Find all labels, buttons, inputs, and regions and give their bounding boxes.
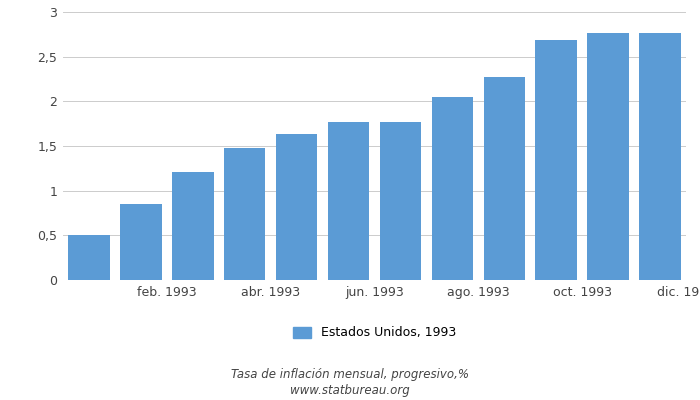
Bar [484,77,525,280]
Bar [120,204,162,280]
Bar [432,97,473,280]
Bar [68,235,110,280]
Text: Tasa de inflación mensual, progresivo,%: Tasa de inflación mensual, progresivo,% [231,368,469,381]
Bar [276,134,317,280]
Bar [172,172,214,280]
Legend: Estados Unidos, 1993: Estados Unidos, 1993 [293,326,456,340]
Bar [379,122,421,280]
Bar [536,40,577,280]
Bar [224,148,265,280]
Bar [639,34,681,280]
Text: www.statbureau.org: www.statbureau.org [290,384,410,397]
Bar [587,34,629,280]
Bar [328,122,370,280]
